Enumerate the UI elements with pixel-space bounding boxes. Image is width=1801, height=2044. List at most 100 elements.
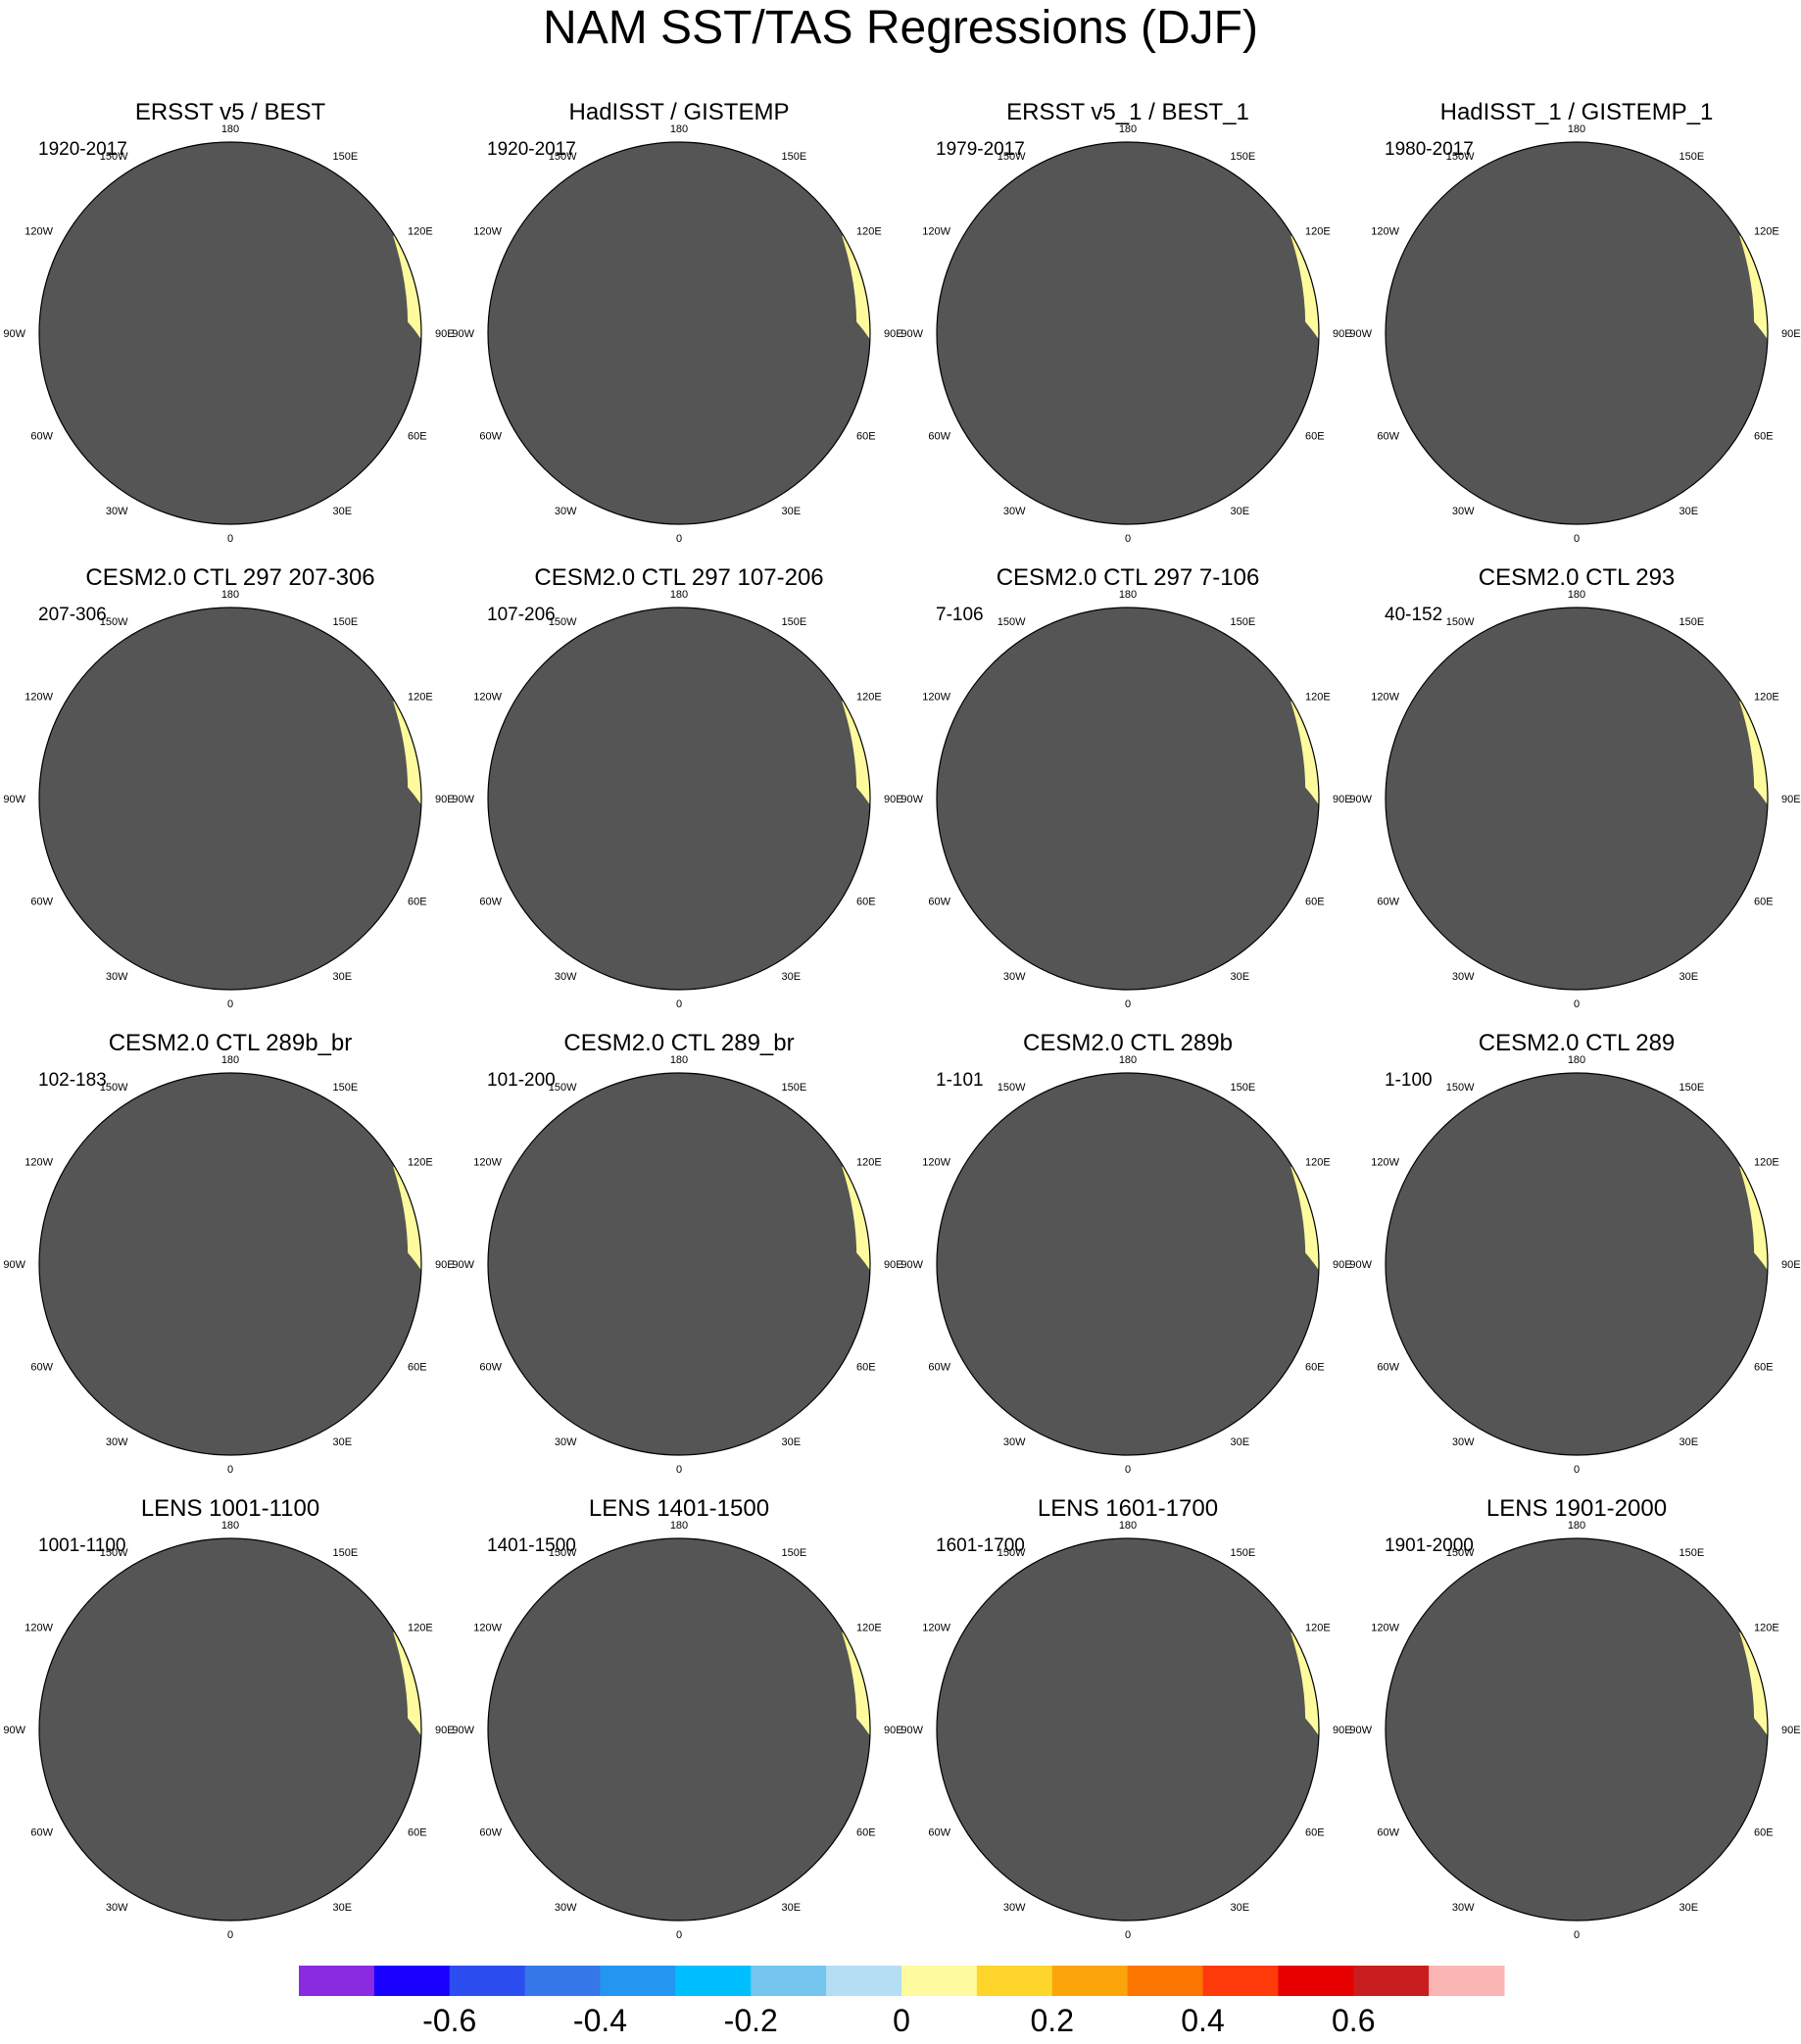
- longitude-label: 0: [227, 1929, 233, 1941]
- longitude-label: 150W: [549, 1547, 577, 1559]
- longitude-label: 60E: [1305, 1827, 1325, 1839]
- colorbar-swatch: [299, 1966, 375, 1996]
- longitude-label: 120E: [1754, 226, 1779, 238]
- map-boundary: [487, 1537, 871, 1922]
- longitude-label: 120E: [1305, 226, 1331, 238]
- longitude-label: 0: [676, 1464, 682, 1476]
- longitude-label: 180: [1568, 589, 1585, 601]
- colorbar-label: 0.2: [1031, 2003, 1074, 2038]
- longitude-label: 180: [670, 1520, 688, 1532]
- longitude-label: 90W: [900, 328, 923, 340]
- longitude-label: 0: [676, 998, 682, 1010]
- longitude-label: 150E: [782, 1082, 807, 1094]
- longitude-label: 90W: [1349, 1259, 1372, 1271]
- longitude-label: 0: [676, 1929, 682, 1941]
- longitude-label: 90W: [1349, 328, 1372, 340]
- panel-title: ERSST v5 / BEST: [135, 99, 326, 125]
- longitude-label: 90W: [452, 1259, 474, 1271]
- map-boundary: [487, 607, 871, 991]
- longitude-label: 120W: [922, 1157, 950, 1169]
- longitude-label: 60E: [1754, 1362, 1774, 1374]
- longitude-label: 120E: [856, 1157, 882, 1169]
- longitude-label: 30E: [782, 506, 802, 517]
- longitude-label: 0: [227, 1464, 233, 1476]
- map-panel: ERSST v5_1 / BEST_1 1979-2017 180 150E 120E 9…: [900, 99, 1351, 545]
- longitude-label: 180: [1119, 1520, 1137, 1532]
- longitude-label: 150W: [998, 1547, 1026, 1559]
- colorbar-swatch: [1202, 1966, 1279, 1996]
- panel-title: CESM2.0 CTL 289: [1479, 1030, 1676, 1056]
- longitude-label: 90W: [3, 1259, 25, 1271]
- longitude-label: 90W: [3, 328, 25, 340]
- longitude-label: 30W: [555, 506, 577, 517]
- longitude-label: 90E: [1781, 794, 1801, 805]
- longitude-label: 150W: [1446, 1547, 1475, 1559]
- longitude-label: 150W: [998, 1082, 1026, 1094]
- longitude-label: 60W: [479, 897, 502, 908]
- longitude-label: 0: [676, 533, 682, 545]
- colorbar-swatch: [524, 1966, 601, 1996]
- longitude-label: 30W: [555, 1436, 577, 1448]
- panel-period: 1401-1500: [487, 1535, 576, 1556]
- panel-period: 1001-1100: [38, 1535, 125, 1556]
- polar-map: [39, 142, 421, 524]
- longitude-label: 30E: [1231, 1902, 1250, 1914]
- map-panel: LENS 1001-1100 1001-1100 180 150E 120E 90E 60E…: [3, 1495, 454, 1941]
- longitude-label: 90E: [884, 1725, 903, 1736]
- colorbar-swatch: [1353, 1966, 1430, 1996]
- panel-title: HadISST / GISTEMP: [569, 99, 790, 125]
- map-panel: LENS 1901-2000 1901-2000 180 150E 120E 90E 60E…: [1349, 1495, 1800, 1941]
- longitude-label: 30W: [106, 971, 128, 983]
- longitude-label: 30E: [1231, 506, 1250, 517]
- longitude-label: 90E: [1333, 794, 1352, 805]
- longitude-label: 120W: [922, 1623, 950, 1634]
- polar-map: [1386, 1073, 1768, 1455]
- longitude-label: 60W: [1377, 431, 1399, 443]
- longitude-label: 30E: [1231, 1436, 1250, 1448]
- longitude-label: 90E: [435, 1259, 455, 1271]
- longitude-label: 30W: [106, 1902, 128, 1914]
- panel-period: 1920-2017: [38, 139, 127, 160]
- longitude-label: 150W: [549, 151, 577, 163]
- longitude-label: 60E: [1754, 897, 1774, 908]
- longitude-label: 120E: [856, 692, 882, 704]
- polar-map: [488, 1073, 870, 1455]
- longitude-label: 180: [221, 1520, 239, 1532]
- panel-period: 102-183: [38, 1070, 107, 1091]
- panel-title: CESM2.0 CTL 289b: [1023, 1030, 1233, 1056]
- map-panel: LENS 1601-1700 1601-1700 180 150E 120E 90E 60E…: [900, 1495, 1351, 1941]
- longitude-label: 30W: [1003, 1902, 1026, 1914]
- longitude-label: 120E: [1754, 1623, 1779, 1634]
- longitude-label: 120E: [408, 1623, 433, 1634]
- longitude-label: 60W: [1377, 1827, 1399, 1839]
- longitude-label: 120W: [473, 226, 502, 238]
- longitude-label: 150E: [1231, 1082, 1256, 1094]
- longitude-label: 60E: [408, 897, 427, 908]
- longitude-label: 180: [670, 589, 688, 601]
- longitude-label: 150E: [782, 616, 807, 628]
- longitude-label: 90E: [884, 1259, 903, 1271]
- panel-title: CESM2.0 CTL 297 7-106: [997, 564, 1260, 591]
- panel-period: 1-101: [936, 1070, 984, 1091]
- longitude-label: 180: [1568, 1520, 1585, 1532]
- polar-map: [488, 1538, 870, 1921]
- longitude-label: 180: [1119, 123, 1137, 135]
- panel-period: 7-106: [936, 605, 984, 625]
- longitude-label: 120W: [1371, 692, 1399, 704]
- longitude-label: 120W: [922, 226, 950, 238]
- polar-map: [937, 142, 1319, 524]
- map-boundary: [1385, 607, 1769, 991]
- map-panel: HadISST / GISTEMP 1920-2017 180 150E 120E 90E…: [452, 99, 902, 545]
- longitude-label: 180: [670, 123, 688, 135]
- longitude-label: 120E: [856, 1623, 882, 1634]
- longitude-label: 0: [227, 998, 233, 1010]
- panel-period: 40-152: [1385, 605, 1442, 625]
- longitude-label: 30E: [782, 1902, 802, 1914]
- longitude-label: 60E: [856, 1827, 876, 1839]
- map-boundary: [936, 607, 1320, 991]
- longitude-label: 180: [1568, 1054, 1585, 1066]
- colorbar-swatch: [1051, 1966, 1129, 1996]
- polar-map: [488, 142, 870, 524]
- panel-period: 207-306: [38, 605, 107, 625]
